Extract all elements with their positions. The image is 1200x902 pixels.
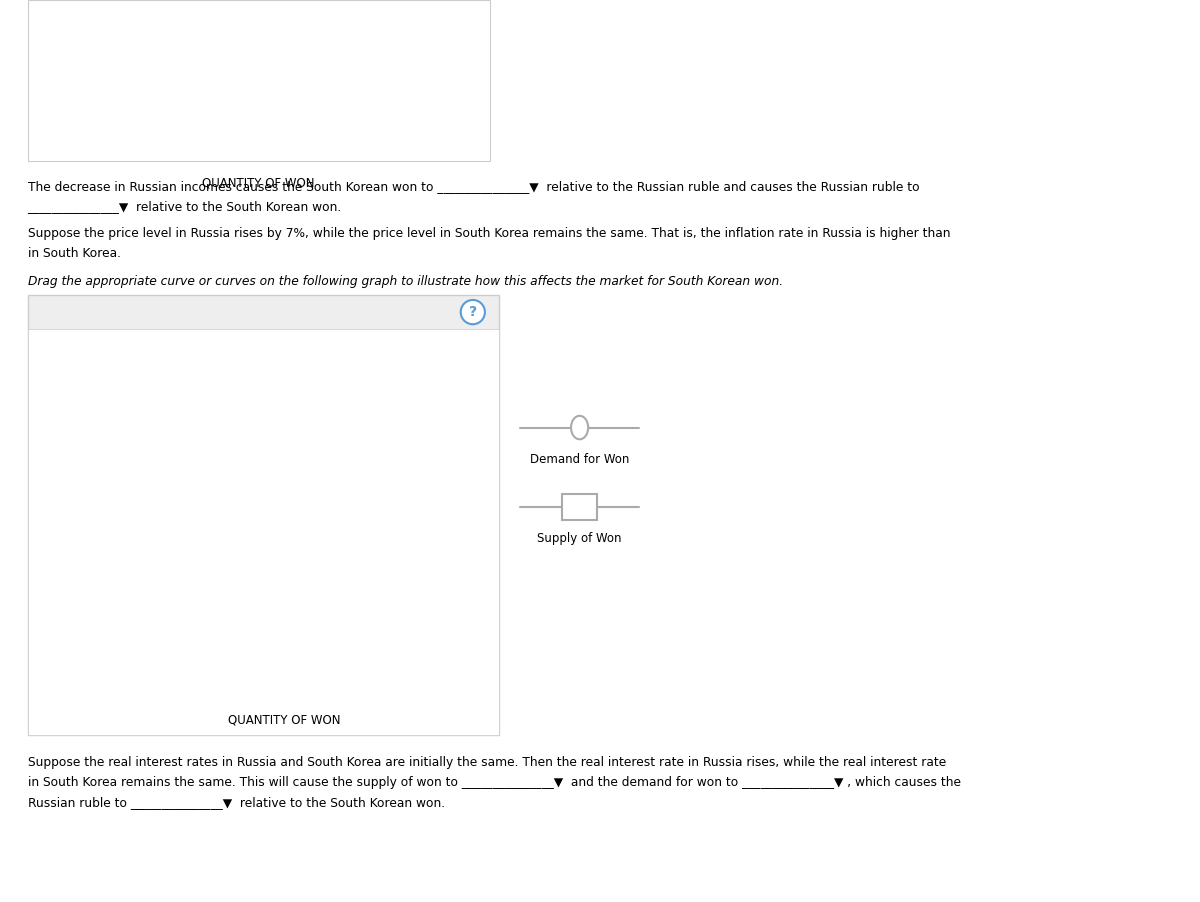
Text: Demand for Won: Demand for Won <box>288 37 386 51</box>
Text: Supply of Won: Supply of Won <box>311 436 401 448</box>
Circle shape <box>461 300 485 324</box>
Text: Suppose the price level in Russia rises by 7%, while the price level in South Ko: Suppose the price level in Russia rises … <box>28 227 950 240</box>
Text: QUANTITY OF WON: QUANTITY OF WON <box>228 713 341 726</box>
Text: Demand for Won: Demand for Won <box>311 589 416 602</box>
Text: Russian ruble to _______________▼  relative to the South Korean won.: Russian ruble to _______________▼ relati… <box>28 796 445 808</box>
Text: in South Korea.: in South Korea. <box>28 247 120 260</box>
Circle shape <box>571 416 588 439</box>
Y-axis label: PRICE (Rubles per won): PRICE (Rubles per won) <box>76 450 88 587</box>
Text: Suppose the real interest rates in Russia and South Korea are initially the same: Suppose the real interest rates in Russi… <box>28 756 946 769</box>
Bar <box>563 494 596 520</box>
Text: _______________▼  relative to the South Korean won.: _______________▼ relative to the South K… <box>28 200 342 213</box>
Text: QUANTITY OF WON: QUANTITY OF WON <box>203 177 314 189</box>
Text: Supply of Won: Supply of Won <box>538 532 622 545</box>
Text: in South Korea remains the same. This will cause the supply of won to __________: in South Korea remains the same. This wi… <box>28 776 961 788</box>
Text: The decrease in Russian incomes causes the South Korean won to _______________▼ : The decrease in Russian incomes causes t… <box>28 180 919 193</box>
Text: PRIC: PRIC <box>53 65 62 91</box>
Text: Drag the appropriate curve or curves on the following graph to illustrate how th: Drag the appropriate curve or curves on … <box>28 275 782 288</box>
Text: ?: ? <box>469 305 476 319</box>
Text: Demand for Won: Demand for Won <box>530 453 629 465</box>
